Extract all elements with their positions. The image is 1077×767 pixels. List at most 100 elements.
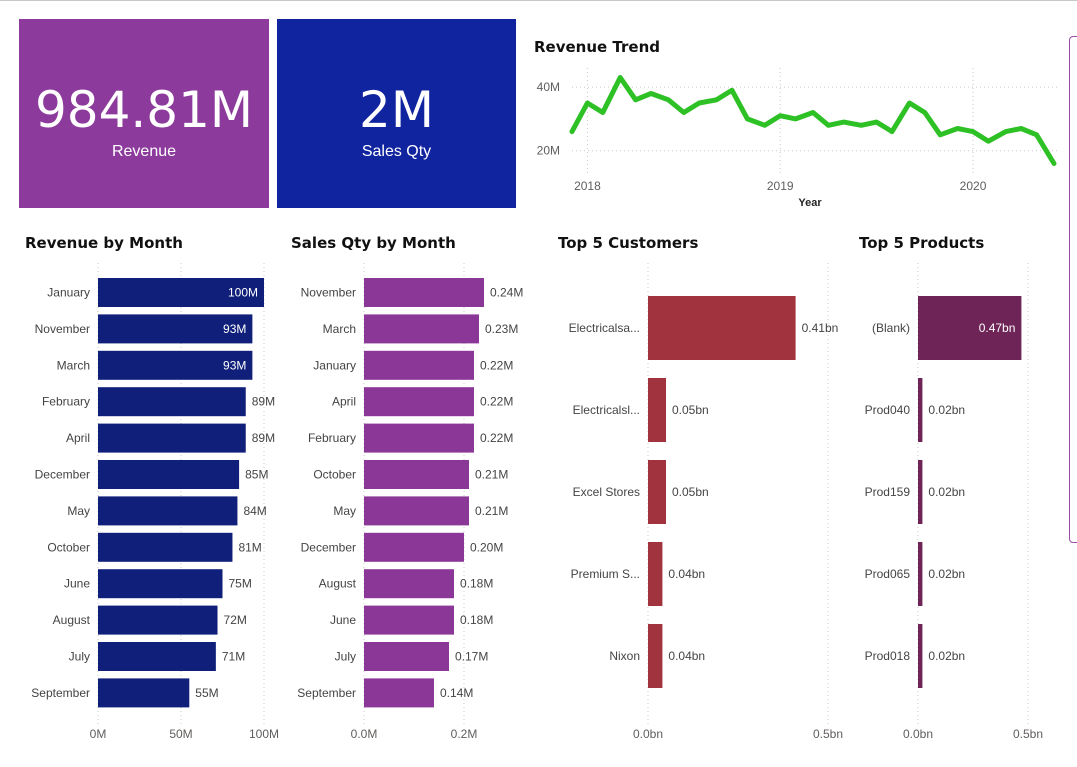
category-label: November [301,286,356,300]
data-label: 0.14M [440,686,473,700]
bar [648,378,666,442]
bar [364,532,464,562]
category-label: May [333,504,356,518]
data-label: 0.22M [480,395,513,409]
data-label: 0.02bn [928,485,965,499]
bar [364,496,469,526]
data-label: 100M [228,286,258,300]
data-label: 0.21M [475,468,508,482]
data-label: 89M [252,395,275,409]
category-label: June [64,577,90,591]
category-label: February [308,431,356,445]
category-label: December [35,468,90,482]
bar [648,542,663,606]
category-label: Prod040 [865,403,911,417]
category-label: April [66,431,90,445]
bar [98,605,218,635]
bar [364,350,474,380]
category-label: Premium S... [571,567,640,581]
kpi-revenue-value: 984.81M [34,81,254,139]
bar [364,423,474,453]
bar [364,460,469,489]
bar [918,624,923,688]
data-label: 85M [245,468,268,482]
category-label: May [67,504,90,518]
data-label: 75M [229,577,252,591]
data-label: 0.05bn [672,403,709,417]
kpi-sales-qty-card[interactable]: 2M Sales Qty [277,19,516,208]
category-label: March [57,358,90,372]
bar [648,296,796,360]
x-tick-label: 0.0bn [633,727,663,741]
y-tick-label: 20M [537,144,560,158]
category-label: October [47,540,90,554]
category-label: July [335,650,356,664]
x-tick-label: 2020 [960,179,987,193]
category-label: August [319,577,357,591]
bar [364,678,434,708]
category-label: November [35,322,90,336]
bar [98,387,246,417]
x-tick-label: 0M [90,727,107,741]
category-label: Prod065 [865,567,911,581]
x-tick-label: 0.5bn [813,727,843,741]
y-tick-label: 40M [537,80,560,94]
bar [98,642,216,671]
bar [364,387,474,417]
data-label: 0.41bn [802,321,839,335]
revenue-by-month-chart[interactable]: 0M 50M 100M January 100M November 93M March 93M F… [0,255,290,755]
category-label: December [301,540,356,554]
category-label: Prod018 [865,649,911,663]
data-label: 0.23M [485,322,518,336]
x-tick-label: 2019 [767,179,794,193]
category-label: Electricalsl... [573,403,640,417]
data-label: 93M [223,322,246,336]
top-products-title: Top 5 Products [859,234,985,252]
data-label: 72M [224,613,247,627]
bar [364,569,454,599]
data-label: 71M [222,650,245,664]
x-tick-label: 0.2M [451,727,478,741]
data-label: 0.22M [480,358,513,372]
bar [918,296,1022,360]
x-tick-label: 0.0bn [903,727,933,741]
data-label: 0.47bn [979,321,1016,335]
revenue-trend-line [569,75,1057,166]
data-label: 0.18M [460,577,493,591]
sales-qty-by-month-chart[interactable]: 0.0M 0.2M November 0.24M March 0.23M January 0.… [280,255,550,755]
top-customers-chart[interactable]: 0.0bn 0.5bn Electricalsa... 0.41bn Electrica… [550,255,850,755]
bar [364,642,449,671]
category-label: June [330,613,356,627]
category-label: March [323,322,356,336]
kpi-sales-qty-value: 2M [359,81,434,139]
bar [98,569,223,599]
revenue-trend-chart[interactable]: 20M 40M 2018 2019 2020 Year [524,60,1069,215]
category-label: Nixon [609,649,640,663]
sales-qty-by-month-title: Sales Qty by Month [291,234,456,252]
category-label: Electricalsa... [569,321,640,335]
bar [98,496,238,526]
category-label: September [31,686,90,700]
revenue-by-month-title: Revenue by Month [25,234,183,252]
kpi-revenue-card[interactable]: 984.81M Revenue [19,19,269,208]
data-label: 0.04bn [668,567,705,581]
category-label: January [313,358,356,372]
data-label: 89M [252,431,275,445]
data-label: 0.17M [455,650,488,664]
kpi-revenue-label: Revenue [111,143,177,160]
data-label: 93M [223,358,246,372]
bar [918,460,923,524]
bar [918,378,923,442]
category-label: February [42,395,90,409]
data-label: 0.22M [480,431,513,445]
category-label: August [53,613,91,627]
data-label: 0.20M [470,540,503,554]
category-label: April [332,395,356,409]
category-label: October [313,468,356,482]
category-label: January [47,286,90,300]
bar [648,624,663,688]
top-products-chart[interactable]: 0.0bn 0.5bn (Blank) 0.47bn Prod040 0.02bn Prod… [850,255,1065,755]
bar [364,314,479,344]
data-label: 0.02bn [928,649,965,663]
data-label: 0.18M [460,613,493,627]
